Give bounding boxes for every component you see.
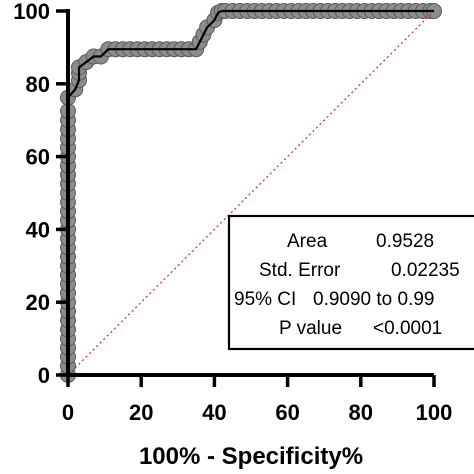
axis-ticks: 0 20 40 60 80 100 0 20 40 60 80 100 bbox=[13, 0, 452, 425]
y-tick-label: 80 bbox=[26, 72, 50, 97]
stats-ci-label: 95% CI bbox=[234, 289, 296, 310]
x-tick-label: 40 bbox=[202, 400, 226, 425]
y-tick-label: 100 bbox=[13, 0, 50, 24]
y-tick-label: 60 bbox=[26, 145, 50, 170]
stats-p-value-value: <0.0001 bbox=[373, 318, 442, 339]
x-axis-title: 100% - Specificity% bbox=[139, 443, 363, 470]
y-tick-label: 20 bbox=[26, 290, 50, 315]
y-tick-label: 40 bbox=[26, 217, 50, 242]
x-tick-label: 60 bbox=[275, 400, 299, 425]
x-tick-label: 80 bbox=[349, 400, 373, 425]
stats-area-value: 0.9528 bbox=[376, 231, 434, 252]
stats-box bbox=[227, 214, 474, 351]
x-tick-label: 20 bbox=[129, 400, 153, 425]
x-tick-label: 0 bbox=[62, 400, 74, 425]
stats-std-error-value: 0.02235 bbox=[391, 260, 460, 281]
stats-ci-value: 0.9090 to 0.99 bbox=[313, 289, 435, 310]
y-tick-label: 0 bbox=[38, 363, 50, 388]
stats-area-label: Area bbox=[287, 231, 328, 252]
reference-line bbox=[67, 10, 435, 376]
stats-std-error-label: Std. Error bbox=[259, 260, 341, 281]
x-tick-label: 100 bbox=[416, 400, 453, 425]
stats-p-value-label: P value bbox=[279, 318, 342, 339]
